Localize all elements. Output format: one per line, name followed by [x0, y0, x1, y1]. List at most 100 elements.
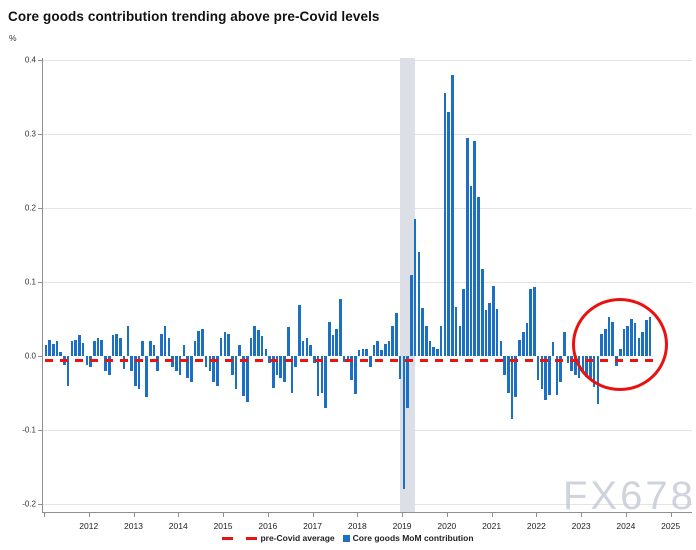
bar-core-goods-mom: [428, 341, 432, 356]
legend-item-core-goods: Core goods MoM contribution: [342, 533, 474, 543]
chart-title: Core goods contribution trending above p…: [8, 9, 380, 24]
bar-core-goods-mom: [130, 356, 133, 371]
bar-core-goods-mom: [148, 341, 152, 356]
x-tick-label: 2014: [168, 521, 188, 531]
bar-core-goods-mom: [178, 356, 182, 375]
bar-core-goods-mom: [186, 356, 189, 379]
bar-core-goods-mom: [257, 330, 260, 356]
bar-core-goods-mom: [231, 356, 234, 375]
bar-core-goods-mom: [197, 330, 201, 356]
bar-core-goods-mom: [383, 344, 387, 356]
annotation-circle: [572, 298, 668, 391]
bar-core-goods-mom: [219, 337, 223, 356]
gridline: [43, 504, 692, 505]
bar-core-goods-mom: [44, 344, 48, 356]
x-axis-tick: [44, 513, 45, 517]
bar-core-goods-mom: [357, 350, 361, 356]
bar-core-goods-mom: [167, 337, 171, 356]
legend-label: Core goods MoM contribution: [352, 533, 474, 543]
x-axis-tick: [88, 513, 90, 517]
bar-core-goods-mom: [525, 323, 529, 356]
y-axis-tick: [38, 134, 42, 135]
bar-core-goods-mom: [406, 356, 409, 408]
y-axis-tick: [38, 430, 42, 431]
bar-core-goods-mom: [182, 344, 186, 356]
bar-core-goods-mom: [492, 285, 495, 356]
bar-core-goods-mom: [518, 340, 521, 356]
x-axis-line: [42, 512, 692, 513]
bar-core-goods-mom: [48, 339, 51, 356]
bar-core-goods-mom: [477, 196, 480, 356]
bar-core-goods-mom: [212, 356, 215, 382]
x-tick-label: 2016: [258, 521, 278, 531]
bar-core-goods-mom: [104, 356, 107, 371]
x-axis-tick: [670, 513, 672, 517]
x-axis-tick: [446, 513, 448, 517]
legend-label: pre-Covid average: [260, 533, 335, 543]
y-tick-label: 0.1: [24, 277, 36, 287]
y-axis-tick: [38, 504, 42, 505]
bar-core-goods-mom: [279, 356, 283, 379]
y-axis-tick: [38, 282, 42, 283]
bar-core-goods-mom: [376, 341, 380, 356]
gridline: [43, 60, 692, 61]
x-tick-label: 2017: [303, 521, 323, 531]
bar-core-goods-mom: [551, 341, 555, 356]
bar-core-goods-mom: [413, 219, 417, 356]
bar-core-goods-mom: [574, 356, 577, 375]
bar-core-goods-mom: [260, 336, 264, 356]
bar-core-goods-mom: [365, 348, 368, 356]
bar-core-goods-mom: [372, 344, 376, 356]
bar-core-goods-mom: [473, 141, 477, 356]
bar-core-goods-mom: [175, 356, 178, 371]
x-axis-tick: [491, 513, 493, 517]
bar-core-goods-mom: [216, 356, 219, 386]
bar-core-goods-mom: [152, 344, 156, 356]
y-axis-line: [42, 58, 43, 513]
bar-core-goods-mom: [156, 356, 159, 371]
x-tick-label: 2022: [526, 521, 546, 531]
bar-core-goods-mom: [327, 321, 331, 356]
bar-core-goods-mom: [242, 356, 245, 396]
bar-core-goods-mom: [189, 356, 193, 382]
bar-core-goods-mom: [562, 332, 566, 356]
bar-core-goods-mom: [81, 342, 85, 356]
y-tick-label: -0.2: [22, 499, 36, 509]
bar-core-goods-mom: [264, 348, 268, 356]
bar-core-goods-mom: [290, 356, 294, 393]
bar-core-goods-mom: [395, 313, 398, 356]
gridline: [43, 208, 692, 209]
bar-core-goods-mom: [559, 356, 562, 382]
x-tick-label: 2025: [661, 521, 681, 531]
bar-core-goods-mom: [316, 356, 320, 396]
legend: pre-Covid average Core goods MoM contrib…: [0, 533, 696, 543]
x-tick-label: 2015: [213, 521, 233, 531]
red-dash-icon: [246, 536, 258, 540]
bar-core-goods-mom: [540, 356, 544, 390]
bar-core-goods-mom: [100, 340, 104, 356]
bar-core-goods-mom: [398, 356, 402, 379]
bar-core-goods-mom: [331, 335, 335, 356]
bar-core-goods-mom: [544, 356, 547, 400]
x-tick-label: 2013: [124, 521, 143, 531]
bar-core-goods-mom: [410, 274, 413, 356]
bar-core-goods-mom: [286, 327, 290, 356]
bar-core-goods-mom: [361, 348, 365, 356]
bar-core-goods-mom: [443, 93, 447, 356]
bar-core-goods-mom: [458, 326, 462, 356]
x-tick-label: 2019: [392, 521, 412, 531]
bar-core-goods-mom: [234, 356, 238, 390]
bar-core-goods-mom: [555, 356, 559, 396]
bar-core-goods-mom: [245, 356, 249, 402]
bar-core-goods-mom: [533, 287, 536, 356]
bar-core-goods-mom: [134, 356, 137, 386]
bar-core-goods-mom: [223, 332, 227, 356]
y-tick-label: 0.3: [24, 129, 36, 139]
bar-core-goods-mom: [227, 333, 230, 356]
bar-core-goods-mom: [78, 335, 81, 356]
bar-core-goods-mom: [570, 356, 574, 371]
bar-core-goods-mom: [208, 356, 212, 371]
bar-core-goods-mom: [272, 356, 275, 388]
